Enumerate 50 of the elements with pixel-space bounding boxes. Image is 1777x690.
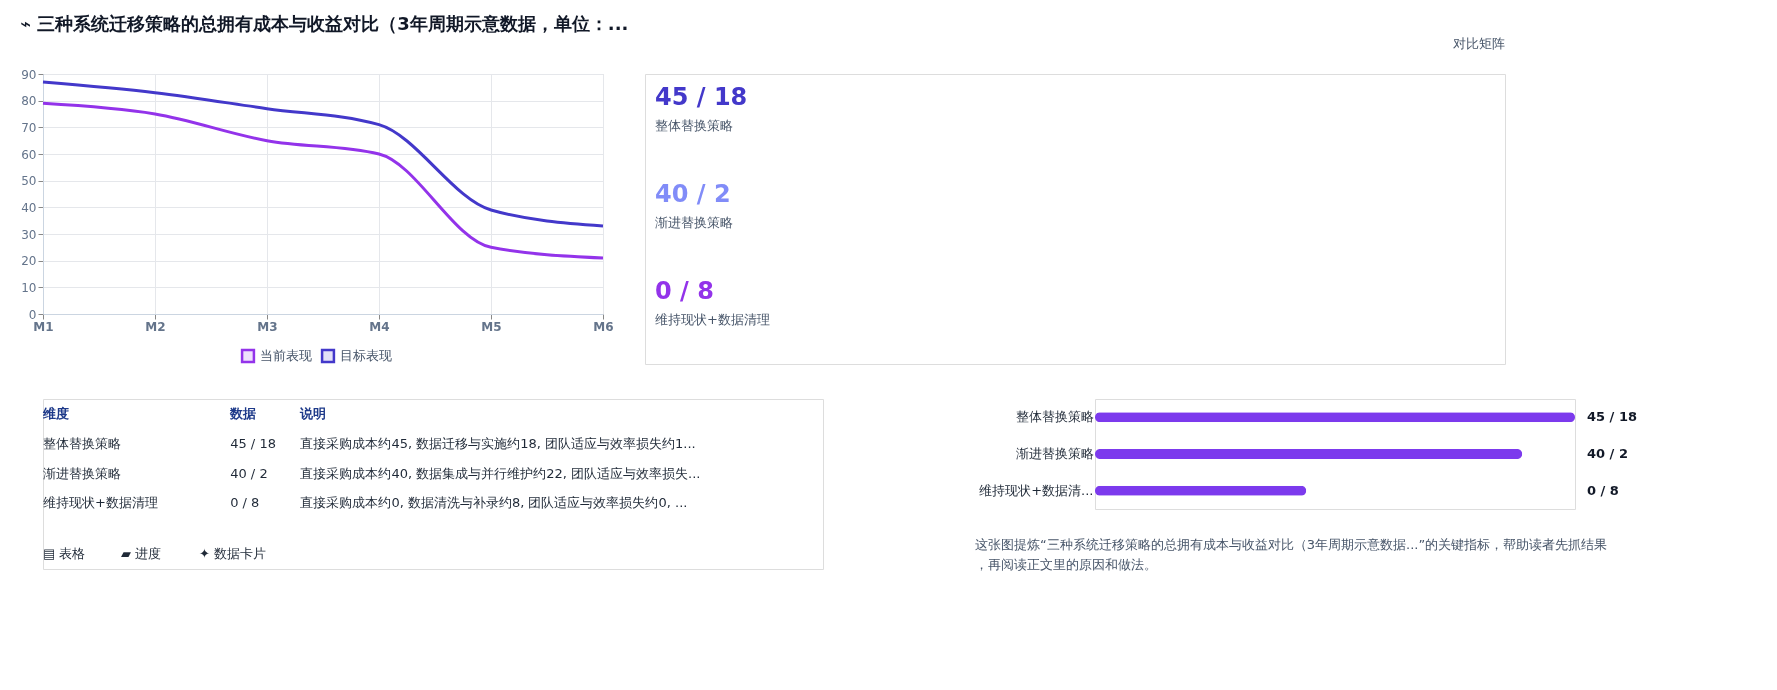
line-series	[41, 101, 605, 260]
category-label: 渐进替换策略	[655, 215, 733, 230]
x-tick-label: M1	[33, 319, 54, 334]
category-label: 说明	[299, 405, 327, 421]
x-tick-label: M2	[145, 319, 166, 334]
chart-title: ⌁ 三种系统迁移策略的总拥有成本与收益对比（3年周期示意数据，单位：...	[20, 12, 629, 34]
y-tick-label: 80	[21, 94, 37, 109]
y-tick-label: 60	[21, 147, 37, 162]
x-tick-label: M3	[257, 319, 278, 334]
y-tick-label: 70	[21, 120, 37, 135]
x-tick-label: M5	[481, 319, 502, 334]
y-tick-label: 30	[21, 227, 37, 242]
text: 45 / 18	[230, 435, 276, 451]
y-tick-label: 20	[21, 254, 37, 269]
text: 0 / 8	[655, 276, 714, 305]
text: ✦ 数据卡片	[199, 546, 267, 562]
text: ▰ 进度	[121, 546, 162, 562]
y-tick-label: 0	[28, 307, 37, 322]
text: 0 / 8	[1587, 482, 1619, 498]
text: 维持现状+数据清理	[43, 495, 158, 511]
y-tick-label: 90	[21, 67, 37, 82]
text: ▤ 表格	[43, 546, 86, 562]
y-tick-label: 40	[21, 200, 37, 215]
x-tick-label: M4	[369, 319, 390, 334]
category-label: 维持现状+数据清理	[655, 311, 770, 327]
text: 0 / 8	[230, 495, 260, 511]
text: 45 / 18	[1587, 409, 1637, 425]
text: 直接采购成本约45, 数据迁移与实施约18, 团队适应与效率损失约1...	[300, 435, 696, 451]
y-tick-label: 50	[21, 174, 37, 189]
y-tick-label: 渐进替换策略	[1015, 446, 1094, 461]
line-series	[41, 80, 605, 228]
text: 40 / 2	[230, 465, 268, 481]
legend-label: 目标表现	[340, 348, 392, 363]
category-label: 整体替换策略	[655, 118, 733, 134]
y-tick-label: 10	[21, 280, 37, 295]
text: 渐进替换策略	[43, 465, 121, 481]
text: 整体替换策略	[43, 435, 121, 451]
y-tick-label: 维持现状+数据清...	[979, 482, 1094, 498]
text: 直接采购成本约40, 数据集成与并行维护约22, 团队适应与效率损失...	[300, 465, 701, 481]
x-tick-label: M6	[593, 319, 614, 334]
y-tick-label: 整体替换策略	[1015, 409, 1094, 425]
text: 40 / 2	[655, 180, 731, 208]
text: 45 / 18	[655, 83, 748, 112]
text: 这张图提炼“三种系统迁移策略的总拥有成本与收益对比（3年周期示意数据...”的关键指标，帮助读者先抓结果，再阅读正文里的原因和做法。	[975, 537, 1608, 572]
text: 对比矩阵	[1453, 36, 1505, 51]
category-label: 维度	[42, 405, 69, 421]
text: 40 / 2	[1587, 446, 1628, 461]
legend-label: 当前表现	[260, 348, 312, 363]
category-label: 数据	[229, 405, 257, 421]
text: 直接采购成本约0, 数据清洗与补录约8, 团队适应与效率损失约0, ...	[300, 495, 688, 511]
